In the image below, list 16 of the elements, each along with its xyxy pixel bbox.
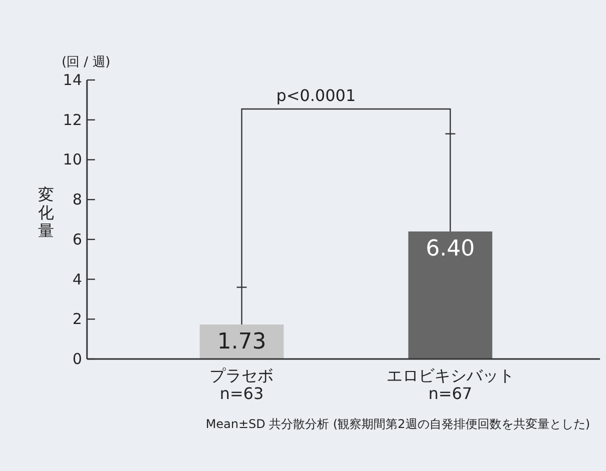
data-label: 1.73 bbox=[217, 330, 266, 355]
y-tick-label: 14 bbox=[62, 71, 82, 89]
y-tick-label: 12 bbox=[62, 110, 82, 129]
y-tick-label: 0 bbox=[72, 350, 82, 368]
annotation: p<0.0001 bbox=[276, 86, 356, 105]
text: (回 / 週) bbox=[62, 55, 110, 70]
y-tick-label: 6 bbox=[72, 230, 82, 248]
y-axis-title: 変化量 bbox=[38, 185, 54, 240]
y-tick-label: 8 bbox=[72, 190, 82, 209]
text: Mean±SD 共分散分析 (観察期間第2週の自発排便回数を共変量とした) bbox=[206, 417, 590, 431]
y-tick-label: 10 bbox=[62, 150, 82, 169]
x-tick-label: エロビキシバット n=67 bbox=[386, 366, 514, 403]
x-tick-label: プラセボ n=63 bbox=[210, 366, 274, 403]
data-label: 6.40 bbox=[426, 236, 475, 262]
y-tick-label: 4 bbox=[72, 270, 82, 288]
y-tick-label: 2 bbox=[72, 310, 82, 328]
